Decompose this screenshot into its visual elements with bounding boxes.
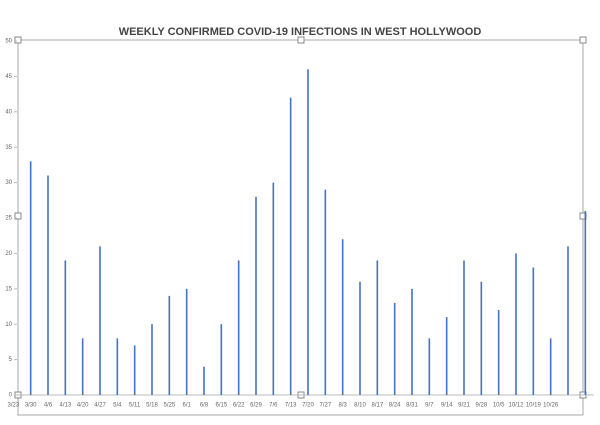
bar — [376, 260, 379, 395]
x-tick-label: 10/19 — [526, 403, 542, 409]
x-tick-label: 7/27 — [319, 403, 331, 409]
x-tick-label: 9/7 — [425, 403, 434, 409]
handle — [14, 36, 22, 44]
bar — [203, 366, 205, 395]
x-tick-label: 8/3 — [338, 403, 347, 409]
bar — [99, 246, 101, 395]
bar — [220, 324, 223, 395]
x-tick-label: 6/15 — [215, 403, 227, 409]
handle — [14, 212, 22, 220]
bar — [480, 281, 483, 395]
x-tick-label: 5/4 — [113, 403, 122, 409]
x-tick-label: 6/29 — [250, 403, 262, 409]
x-tick-label: 4/6 — [44, 403, 53, 409]
x-tick-label: 5/11 — [129, 403, 141, 409]
x-tick-label: 6/8 — [200, 403, 209, 409]
bar — [341, 239, 344, 395]
x-tick-label: 5/25 — [163, 403, 175, 409]
x-tick-label: 7/6 — [269, 403, 278, 409]
chart-title: WEEKLY CONFIRMED COVID-19 INFECTIONS IN … — [119, 26, 482, 38]
bar — [185, 288, 188, 395]
x-tick-label: 9/28 — [475, 403, 487, 409]
bar — [463, 260, 465, 395]
x-tick-label: 9/21 — [458, 403, 470, 409]
x-tick-label: 3/30 — [25, 403, 37, 409]
bar — [307, 69, 309, 395]
bar — [116, 338, 119, 395]
y-tick-label: 20 — [5, 251, 12, 257]
bar — [411, 288, 413, 395]
y-tick-label: 45 — [5, 74, 12, 80]
bar — [445, 317, 448, 395]
x-tick-label: 8/17 — [371, 403, 383, 409]
bar — [324, 189, 327, 395]
bar — [47, 175, 49, 395]
bar — [255, 196, 257, 395]
y-tick-label: 0 — [9, 393, 13, 399]
y-tick-label: 5 — [9, 357, 13, 363]
handle — [579, 36, 587, 44]
bar — [168, 295, 171, 395]
bar — [532, 267, 535, 395]
bar — [133, 345, 136, 395]
y-tick-label: 35 — [5, 145, 12, 151]
x-tick-label: 8/31 — [406, 403, 418, 409]
x-tick-label: 10/26 — [543, 403, 559, 409]
x-tick-label: 6/1 — [182, 403, 191, 409]
handle — [297, 36, 305, 44]
x-tick-label: 3/23 — [7, 403, 19, 409]
bar — [272, 182, 275, 395]
x-tick-label: 5/18 — [146, 403, 158, 409]
x-tick-label: 4/27 — [94, 403, 106, 409]
x-tick-label: 7/20 — [302, 403, 314, 409]
x-tick-label: 9/14 — [441, 403, 453, 409]
bar — [151, 324, 153, 395]
bar — [584, 210, 587, 395]
bar — [549, 338, 552, 395]
x-tick-label: 7/13 — [285, 403, 297, 409]
x-tick-label: 10/5 — [493, 403, 505, 409]
y-tick-label: 15 — [5, 286, 12, 292]
bar — [29, 161, 32, 395]
x-tick-label: 4/20 — [77, 403, 89, 409]
y-tick-label: 25 — [5, 216, 12, 222]
bar — [237, 260, 240, 395]
bar — [64, 260, 67, 395]
bar — [567, 246, 569, 395]
y-tick-label: 30 — [5, 180, 12, 186]
bar — [515, 253, 517, 395]
y-tick-label: 40 — [5, 109, 12, 115]
x-tick-label: 8/10 — [354, 403, 366, 409]
bar — [497, 310, 500, 395]
x-tick-label: 8/24 — [389, 403, 401, 409]
bar — [81, 338, 84, 395]
y-tick-label: 10 — [5, 322, 12, 328]
bar — [289, 97, 292, 395]
y-tick-label: 50 — [5, 39, 12, 45]
bar — [359, 281, 361, 395]
x-tick-label: 10/12 — [508, 403, 524, 409]
x-tick-label: 6/22 — [233, 403, 245, 409]
x-tick-label: 4/13 — [59, 403, 71, 409]
bar — [428, 338, 431, 395]
bar — [393, 302, 396, 395]
